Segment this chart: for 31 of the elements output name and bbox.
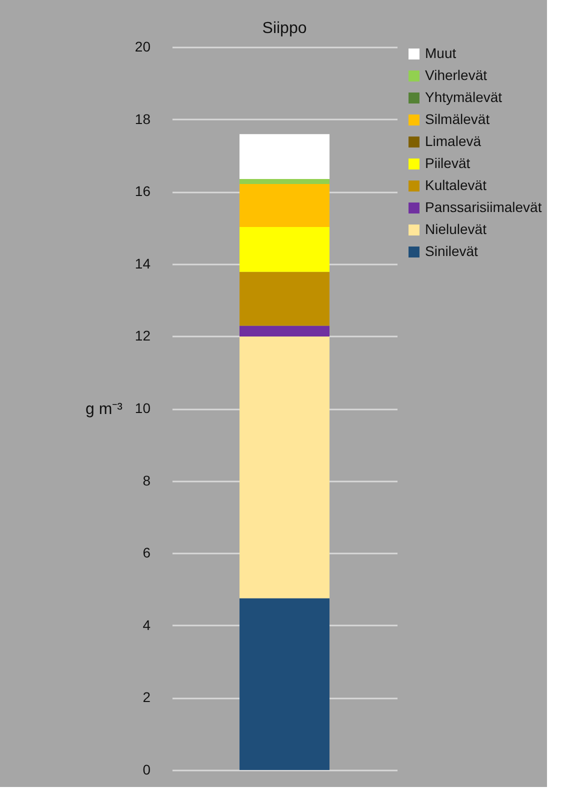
y-tick-label: 0	[142, 762, 151, 778]
bar	[240, 326, 330, 337]
y-tick-label: 18	[134, 110, 151, 127]
y-tick-label: 10	[134, 400, 151, 416]
legend-label: Yhtymälevät	[425, 89, 502, 105]
bar	[240, 598, 330, 770]
legend-label: Piilevät	[425, 155, 470, 171]
legend-label: Sinilevät	[425, 243, 478, 259]
bar	[240, 227, 330, 272]
legend-label: Muut	[425, 45, 456, 61]
bar	[240, 134, 330, 179]
y-tick-label: 2	[142, 689, 151, 706]
legend-label: Kultalevät	[425, 177, 487, 193]
legend-label: Viherlevät	[425, 67, 488, 83]
bar	[240, 184, 330, 228]
y-tick-label: 4	[142, 616, 151, 633]
bar	[240, 272, 330, 326]
legend-label: Silmälevät	[425, 111, 490, 127]
y-tick-label: 20	[134, 38, 151, 54]
legend-label: Panssarisiimalevät	[425, 199, 542, 215]
y-tick-label: 12	[134, 328, 151, 344]
y-tick-label: 16	[134, 183, 151, 200]
bar	[240, 178, 330, 184]
legend-label: Nielulevät	[425, 221, 487, 237]
y-tick-label: 6	[142, 544, 151, 561]
legend-label: Limalevä	[425, 133, 482, 149]
y-tick-label: 14	[134, 255, 151, 272]
y-tick-label: 8	[142, 472, 151, 488]
chart-title: Siippo	[262, 20, 307, 37]
bar	[240, 336, 330, 598]
y-axis-title: g m⁻³	[86, 401, 124, 418]
